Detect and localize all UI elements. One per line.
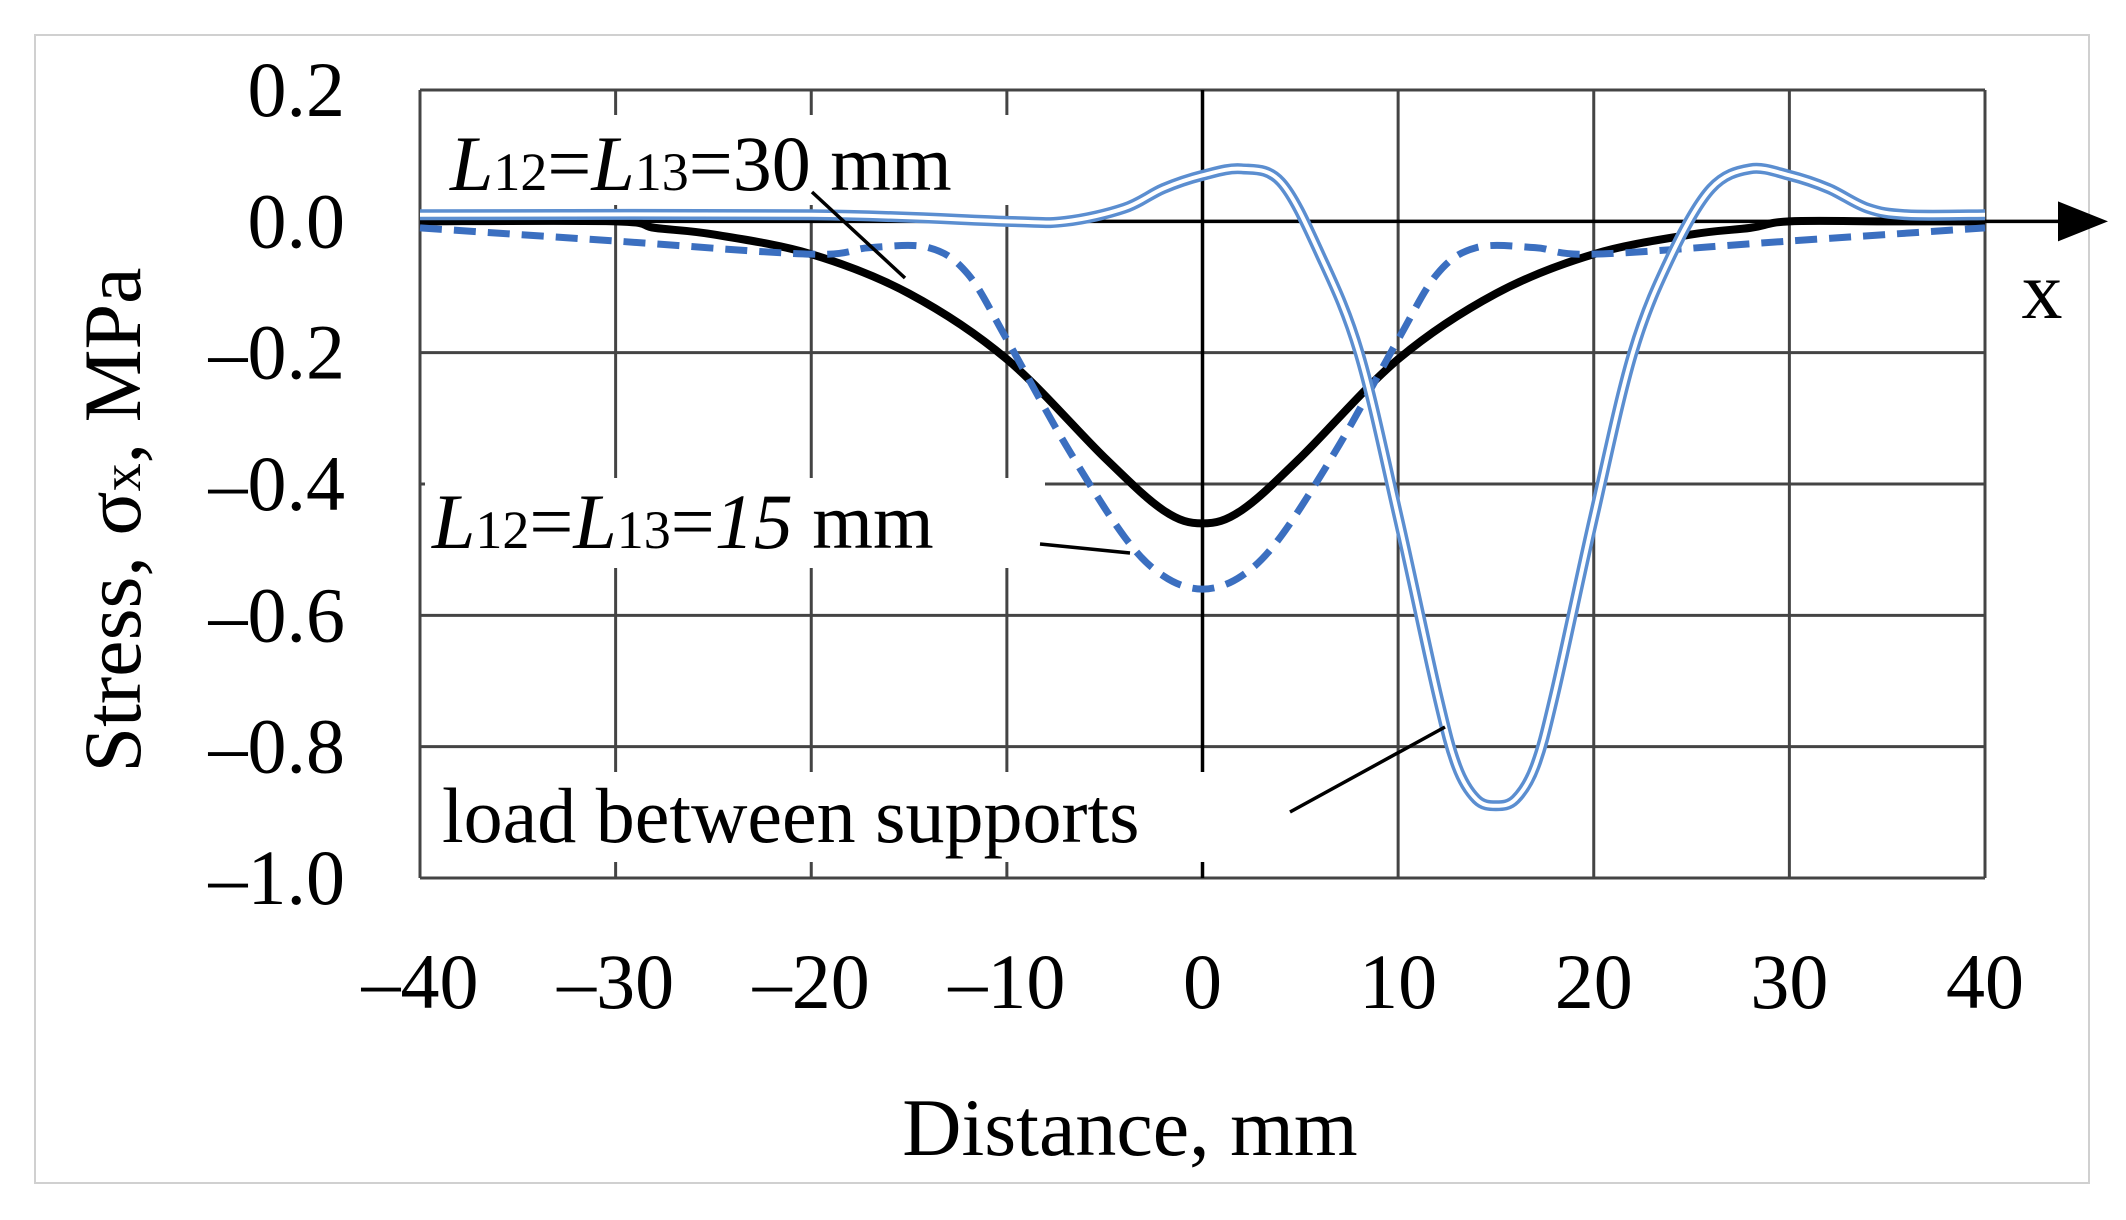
leader-line-load (1289, 725, 1446, 814)
annotation-part: L (431, 478, 475, 565)
annotation-1-bg (440, 115, 1080, 205)
annotation-part: L (590, 120, 634, 207)
x-tick-label: –30 (556, 938, 674, 1025)
y-axis-title-part: , MPa (67, 267, 158, 463)
x-axis-arrow (2058, 201, 2108, 242)
annotation-3-bg (435, 772, 1290, 862)
series-0-line (419, 216, 1985, 528)
x-tick-label: 0 (1183, 938, 1222, 1025)
annotation-part: = (671, 478, 715, 565)
annotation-part: =30 mm (689, 120, 952, 207)
y-tick-label: –0.2 (208, 309, 346, 396)
y-tick-label: –0.6 (208, 571, 346, 658)
annotation-load-between-supports: load between supports (442, 772, 1140, 859)
y-tick-label: 0.2 (248, 46, 346, 133)
series-group (419, 162, 1986, 812)
x-tick-label: –10 (947, 938, 1065, 1025)
x-tick-label: 20 (1555, 938, 1633, 1025)
annotation-part: 13 (635, 142, 689, 202)
annotation-part: = (529, 478, 573, 565)
x-axis-title: Distance, mm (902, 1082, 1357, 1173)
annotation-part: 12 (475, 500, 529, 560)
series-1-line (419, 224, 1986, 593)
annotation-2-bg (425, 478, 1045, 568)
x-tick-label: 40 (1946, 938, 2024, 1025)
annotation-part: 15 (715, 478, 793, 565)
y-tick-label: –1.0 (208, 834, 346, 921)
x-tick-label: –20 (752, 938, 870, 1025)
x-axis-arrow-label: x (2022, 245, 2063, 336)
y-axis-title-part: Stress, σ (67, 491, 158, 772)
annotation-part: L (449, 120, 493, 207)
annotation-part: mm (793, 478, 934, 565)
y-tick-label: –0.4 (208, 440, 346, 527)
annotation-part: load between supports (442, 772, 1140, 859)
x-tick-label: –40 (361, 938, 479, 1025)
annotation-part: 12 (493, 142, 547, 202)
series-2-line-inner (419, 166, 1986, 808)
y-tick-label: –0.8 (208, 703, 346, 790)
annotation-l30: L12=L13=30 mm (449, 120, 952, 207)
y-axis-title: Stress, σx, MPa (67, 267, 158, 772)
leader-line-l30 (810, 190, 907, 280)
annotation-part: 13 (617, 500, 671, 560)
x-tick-label: 10 (1359, 938, 1437, 1025)
annotation-part: L (572, 478, 616, 565)
axis-titles: Distance, mm Stress, σx, MPa (67, 267, 1358, 1173)
annotation-part: = (547, 120, 591, 207)
y-axis-title-part: x (91, 463, 153, 491)
y-tick-label: 0.0 (248, 177, 346, 264)
leader-line-l15 (1039, 542, 1131, 555)
x-tick-label: 30 (1750, 938, 1828, 1025)
axes: x (420, 90, 2108, 878)
tick-labels: –40 –30 –20 –10 0 10 20 30 40 0.2 0.0 –0.2 –0.4 –0.6 –… (208, 46, 2025, 1025)
annotation-l15: L12=L13=15 mm (431, 478, 934, 565)
chart-frame (34, 34, 2090, 1184)
